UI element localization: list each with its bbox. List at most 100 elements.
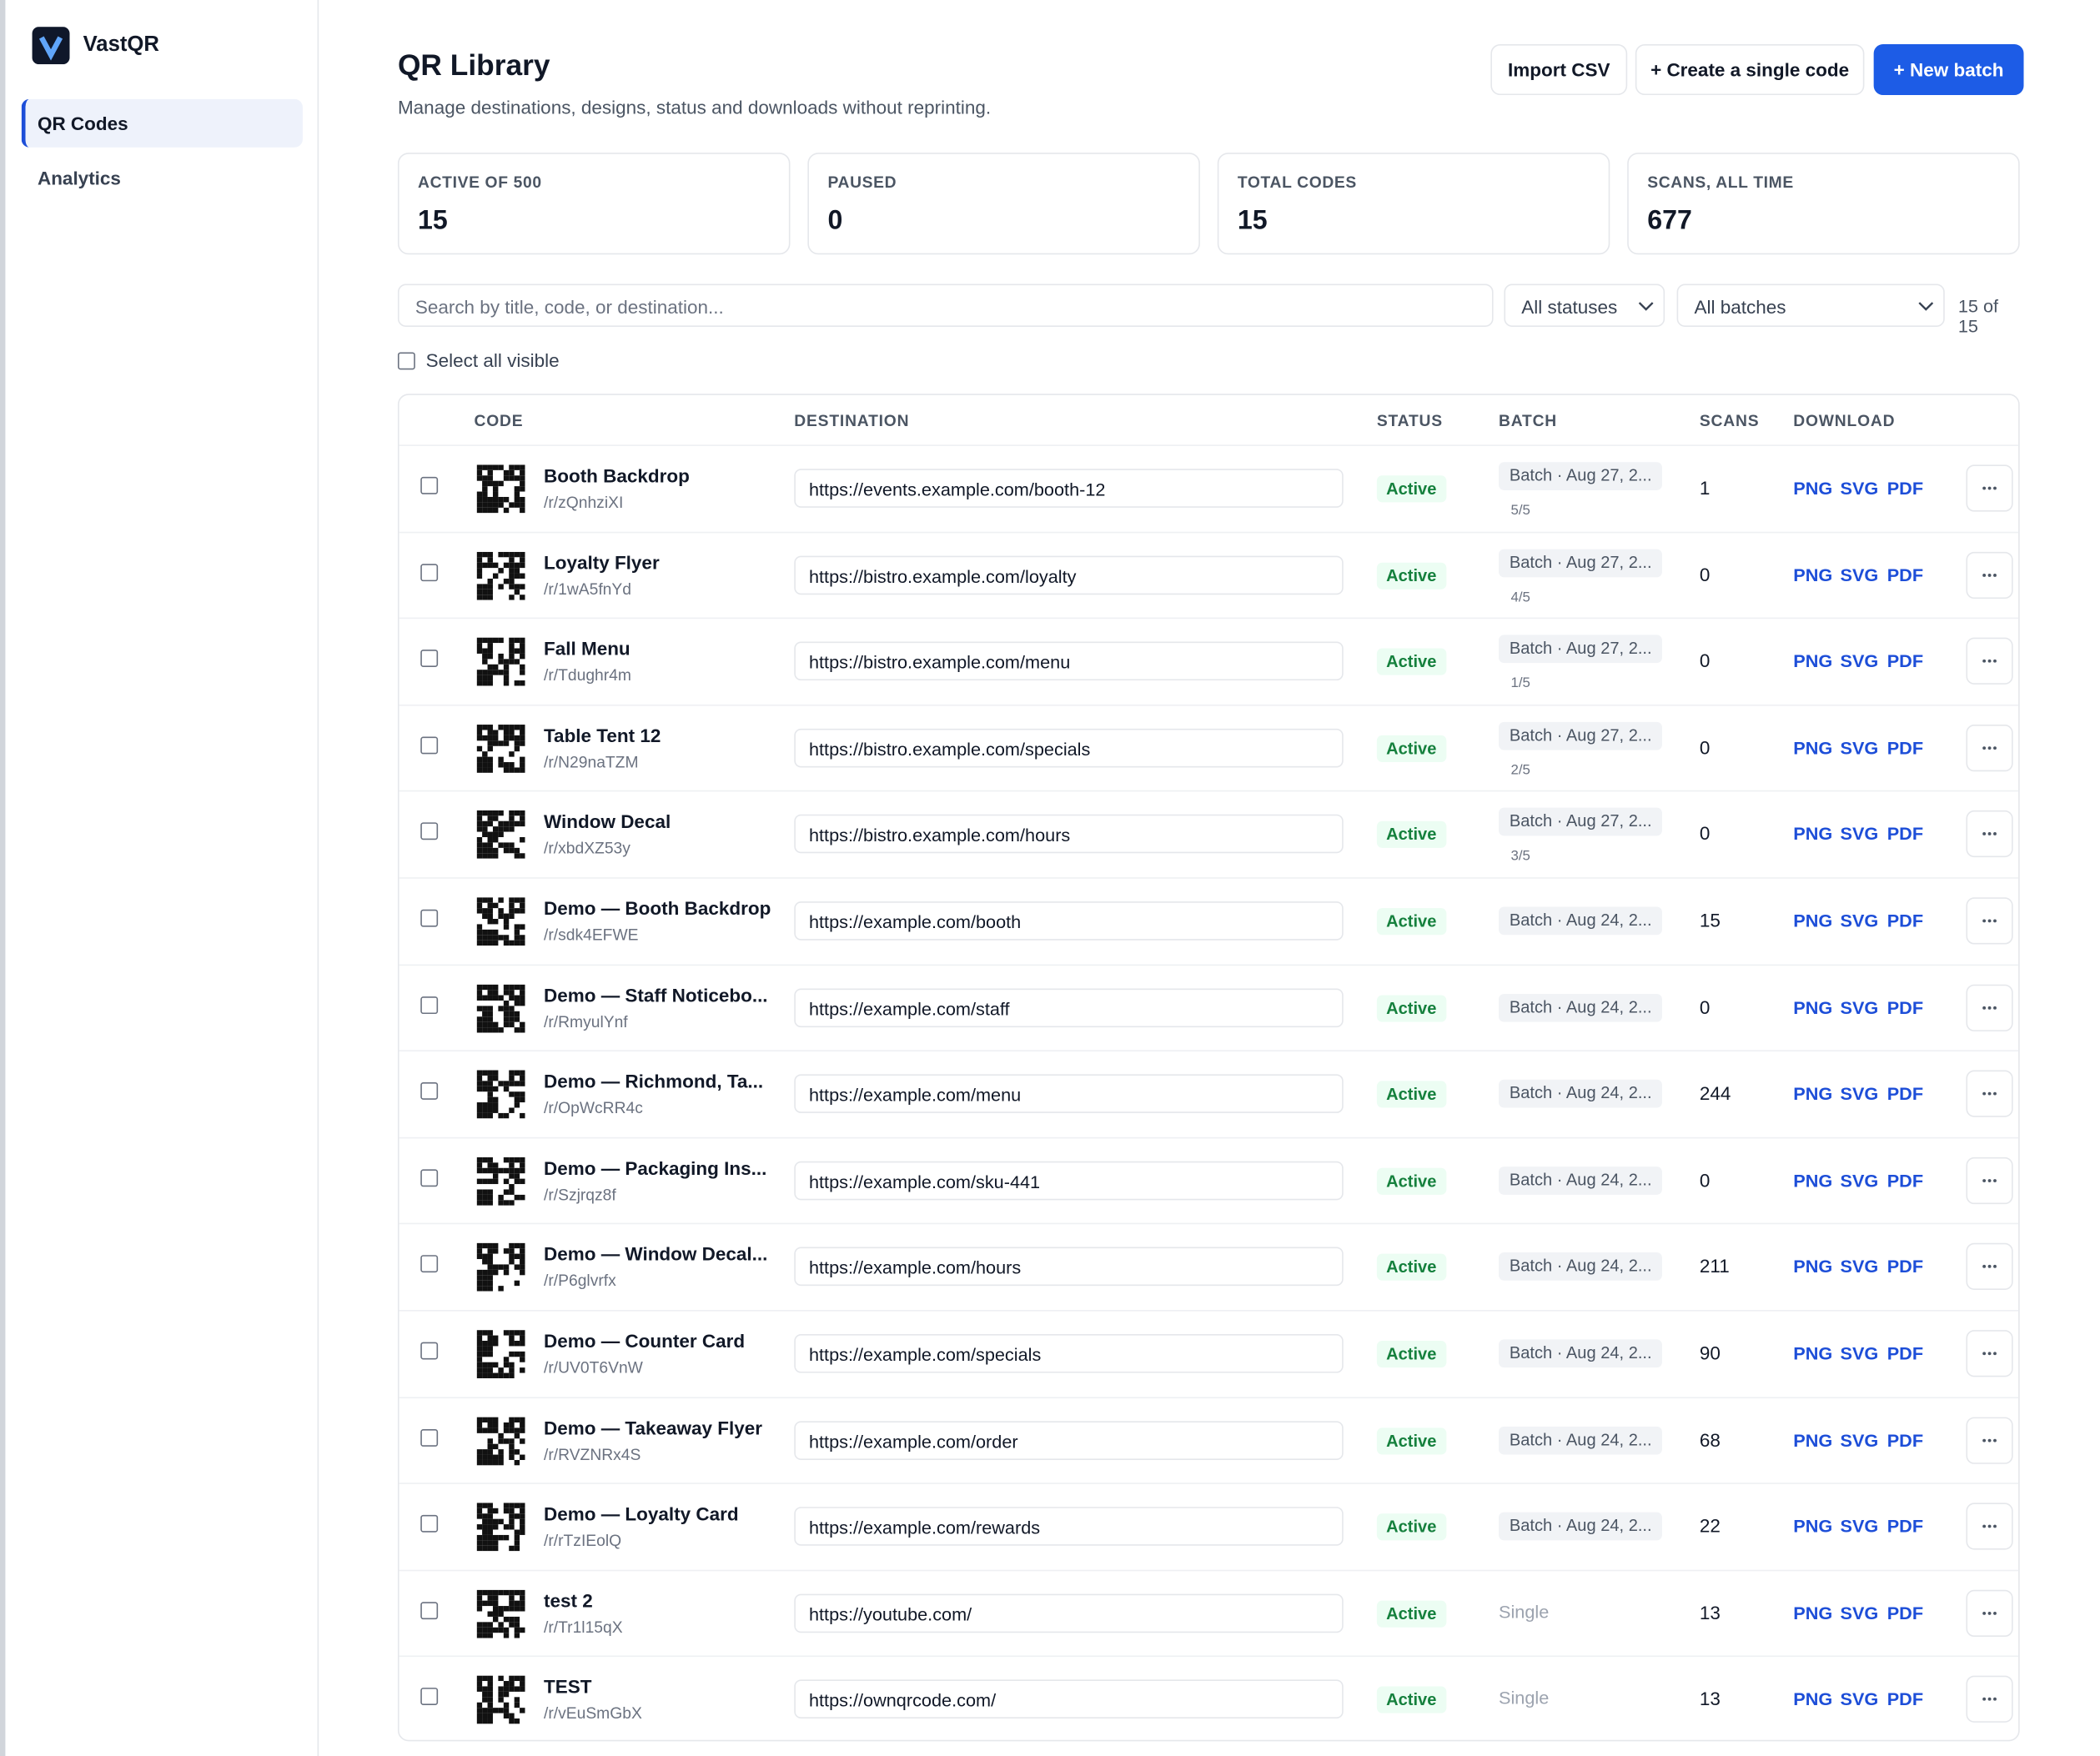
download-link[interactable]: PDF — [1886, 911, 1924, 931]
destination-input[interactable]: https://example.com/hours — [794, 1247, 1344, 1287]
code-title[interactable]: Loyalty Flyer — [543, 551, 660, 573]
nav-item[interactable]: Analytics — [37, 167, 121, 189]
download-link[interactable]: PNG — [1793, 824, 1833, 845]
destination-input[interactable]: https://example.com/menu — [794, 1074, 1344, 1114]
checkbox[interactable] — [420, 822, 439, 840]
download-link[interactable]: PDF — [1886, 1429, 1924, 1451]
checkbox[interactable] — [420, 1169, 439, 1187]
download-link[interactable]: PNG — [1793, 564, 1833, 585]
download-link[interactable]: PDF — [1886, 1257, 1924, 1277]
download-link[interactable]: PNG — [1793, 1689, 1833, 1710]
destination-input[interactable]: https://ownqrcode.com/ — [794, 1680, 1344, 1719]
status-filter[interactable]: All statuses — [1504, 283, 1665, 327]
header-button[interactable]: + New batch — [1873, 44, 2024, 96]
code-title[interactable]: Booth Backdrop — [543, 464, 690, 487]
download-link[interactable]: PDF — [1886, 1343, 1924, 1364]
download-link[interactable]: PNG — [1793, 1516, 1833, 1537]
download-link[interactable]: PNG — [1793, 1343, 1833, 1364]
download-link[interactable]: SVG — [1840, 1689, 1879, 1710]
download-link[interactable]: SVG — [1840, 997, 1879, 1018]
destination-input[interactable]: https://bistro.example.com/menu — [794, 641, 1344, 681]
checkbox[interactable] — [420, 1342, 439, 1360]
destination-input[interactable]: https://bistro.example.com/hours — [794, 815, 1344, 854]
more-button[interactable] — [1966, 637, 2013, 685]
download-link[interactable]: SVG — [1840, 1083, 1879, 1104]
destination-input[interactable]: https://example.com/order — [794, 1420, 1344, 1460]
code-title[interactable]: Fall Menu — [543, 637, 631, 660]
download-link[interactable]: PDF — [1886, 997, 1924, 1018]
more-button[interactable] — [1966, 897, 2013, 945]
checkbox[interactable] — [420, 1428, 439, 1447]
download-link[interactable]: PDF — [1886, 478, 1924, 499]
checkbox[interactable] — [420, 1688, 439, 1706]
search-input[interactable]: Search by title, code, or destination... — [397, 283, 1494, 327]
download-link[interactable]: PDF — [1886, 824, 1924, 845]
nav-item[interactable]: QR Codes — [21, 98, 303, 148]
checkbox[interactable] — [420, 1601, 439, 1619]
destination-input[interactable]: https://example.com/staff — [794, 987, 1344, 1027]
download-link[interactable]: PNG — [1793, 1170, 1833, 1191]
destination-input[interactable]: https://example.com/sku-441 — [794, 1161, 1344, 1201]
download-link[interactable]: SVG — [1840, 651, 1879, 672]
download-link[interactable]: PNG — [1793, 1429, 1833, 1451]
download-link[interactable]: SVG — [1840, 478, 1879, 499]
destination-input[interactable]: https://youtube.com/ — [794, 1593, 1344, 1633]
checkbox[interactable] — [420, 909, 439, 927]
more-button[interactable] — [1966, 1589, 2013, 1637]
download-link[interactable]: SVG — [1840, 824, 1879, 845]
download-link[interactable]: PDF — [1886, 1083, 1924, 1104]
more-button[interactable] — [1966, 551, 2013, 599]
checkbox[interactable] — [420, 996, 439, 1014]
download-link[interactable]: PDF — [1886, 1170, 1924, 1191]
download-link[interactable]: PDF — [1886, 564, 1924, 585]
checkbox[interactable] — [420, 1255, 439, 1273]
download-link[interactable]: SVG — [1840, 1170, 1879, 1191]
more-button[interactable] — [1966, 1330, 2013, 1377]
checkbox[interactable] — [420, 476, 439, 494]
batch-filter[interactable]: All batches — [1676, 283, 1945, 327]
download-link[interactable]: PDF — [1886, 737, 1924, 758]
download-link[interactable]: PDF — [1886, 1689, 1924, 1710]
code-title[interactable]: Demo — Staff Noticebo... — [543, 984, 768, 1006]
code-title[interactable]: Demo — Window Decal... — [543, 1243, 768, 1266]
more-button[interactable] — [1966, 1243, 2013, 1291]
destination-input[interactable]: https://bistro.example.com/loyalty — [794, 555, 1344, 595]
download-link[interactable]: PDF — [1886, 1603, 1924, 1623]
header-button[interactable]: Import CSV — [1490, 44, 1628, 96]
destination-input[interactable]: https://example.com/rewards — [794, 1507, 1344, 1547]
download-link[interactable]: PNG — [1793, 1257, 1833, 1277]
code-title[interactable]: test 2 — [543, 1589, 593, 1612]
download-link[interactable]: PNG — [1793, 478, 1833, 499]
checkbox[interactable] — [420, 650, 439, 668]
download-link[interactable]: PNG — [1793, 1603, 1833, 1623]
destination-input[interactable]: https://events.example.com/booth-12 — [794, 469, 1344, 508]
download-link[interactable]: PNG — [1793, 651, 1833, 672]
checkbox[interactable] — [420, 1082, 439, 1101]
checkbox[interactable] — [420, 736, 439, 755]
more-button[interactable] — [1966, 724, 2013, 771]
code-title[interactable]: Window Decal — [543, 810, 671, 833]
more-button[interactable] — [1966, 464, 2013, 512]
download-link[interactable]: PNG — [1793, 997, 1833, 1018]
download-link[interactable]: SVG — [1840, 1257, 1879, 1277]
download-link[interactable]: SVG — [1840, 911, 1879, 931]
more-button[interactable] — [1966, 1676, 2013, 1723]
more-button[interactable] — [1966, 1156, 2013, 1204]
more-button[interactable] — [1966, 984, 2013, 1031]
more-button[interactable] — [1966, 810, 2013, 858]
download-link[interactable]: SVG — [1840, 564, 1879, 585]
download-link[interactable]: PDF — [1886, 1516, 1924, 1537]
code-title[interactable]: Demo — Loyalty Card — [543, 1503, 739, 1525]
download-link[interactable]: PDF — [1886, 651, 1924, 672]
download-link[interactable]: SVG — [1840, 1429, 1879, 1451]
destination-input[interactable]: https://bistro.example.com/specials — [794, 728, 1344, 768]
download-link[interactable]: SVG — [1840, 1343, 1879, 1364]
more-button[interactable] — [1966, 1503, 2013, 1550]
select-all-label[interactable]: Select all visible — [425, 349, 560, 371]
header-button[interactable]: + Create a single code — [1635, 44, 1865, 96]
destination-input[interactable]: https://example.com/specials — [794, 1333, 1344, 1373]
code-title[interactable]: Demo — Booth Backdrop — [543, 897, 771, 919]
download-link[interactable]: PNG — [1793, 737, 1833, 758]
checkbox[interactable] — [420, 563, 439, 581]
code-title[interactable]: Demo — Richmond, Ta... — [543, 1070, 764, 1092]
